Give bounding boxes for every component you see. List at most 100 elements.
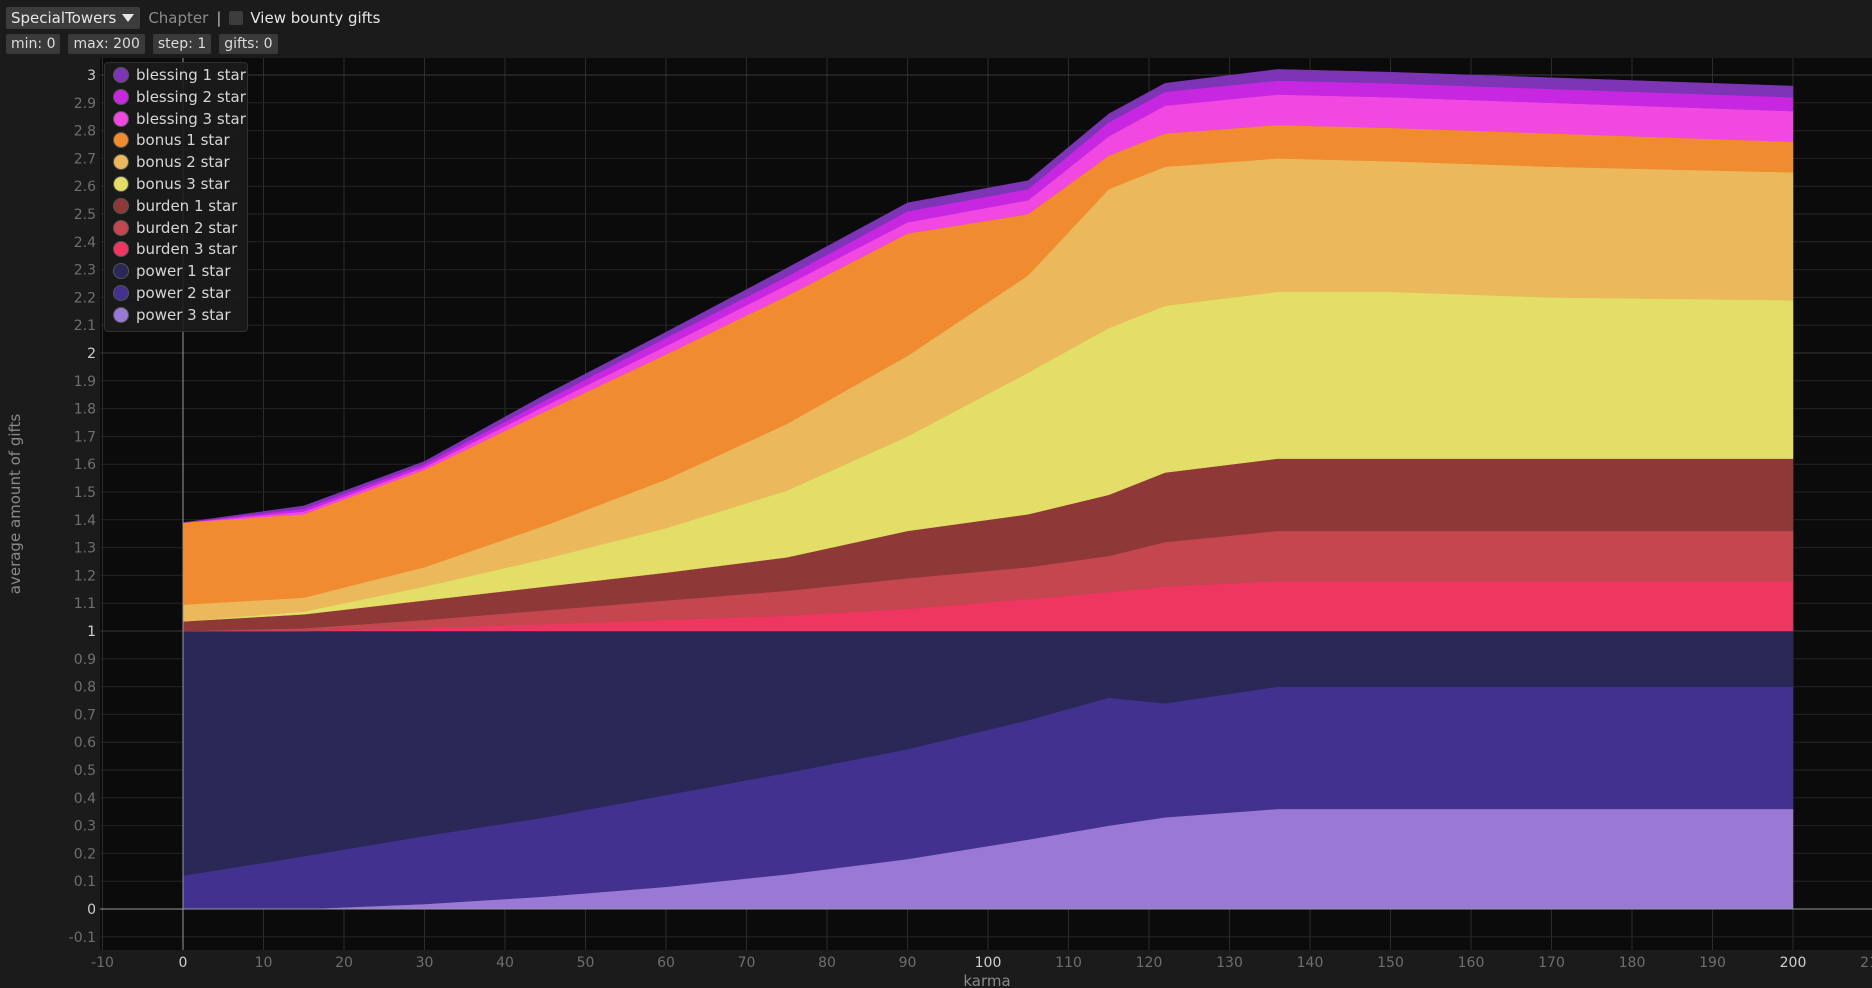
legend-item[interactable]: burden 2 star [113,218,237,238]
legend-item[interactable]: bonus 1 star [113,130,230,150]
x-tick-label: 50 [577,955,595,971]
legend-item[interactable]: power 2 star [113,283,231,303]
y-tick-label: 3 [87,68,96,84]
y-tick-label: 2.8 [74,124,96,140]
x-tick-label: 100 [975,955,1002,971]
x-tick-label: 110 [1055,955,1082,971]
y-axis-band [0,58,100,950]
x-tick-label: 130 [1216,955,1243,971]
y-axis-label: average amount of gifts [6,414,24,595]
max-badge: max: 200 [68,34,145,54]
x-tick-label: 30 [416,955,434,971]
y-tick-label: 2.4 [74,235,96,251]
toolbar-row: SpecialTowers Chapter | View bounty gift… [6,6,380,30]
x-tick-label: 90 [899,955,917,971]
legend-item[interactable]: blessing 2 star [113,87,246,107]
toolbar: SpecialTowers Chapter | View bounty gift… [0,0,1872,60]
stacked-area-chart[interactable]: -10 0 10 20 30 40 50 60 70 80 90 100 110 120 130 140 150… [0,58,1872,988]
y-tick-label: -0.1 [69,930,96,946]
y-tick-label: 1 [87,624,96,640]
chart-legend: blessing 1 star blessing 2 star blessing 3… [104,62,248,332]
legend-item[interactable]: bonus 2 star [113,152,230,172]
legend-swatch [113,241,129,258]
chevron-down-icon[interactable] [122,14,135,22]
legend-label: blessing 2 star [136,87,246,106]
legend-swatch [113,197,129,214]
x-tick-label: 200 [1780,955,1807,971]
legend-item[interactable]: bonus 3 star [113,174,230,194]
y-tick-label: 2.3 [74,263,96,279]
y-tick-label: 0.6 [74,735,96,751]
x-axis-label: karma [963,972,1010,988]
legend-swatch [113,110,129,127]
y-tick-label: 0.8 [74,680,96,696]
y-tick-label: 1.5 [74,485,96,501]
mode-select[interactable]: SpecialTowers [6,7,141,29]
x-tick-label: 0 [179,955,188,971]
legend-swatch [113,306,129,323]
legend-item[interactable]: blessing 1 star [113,65,246,85]
step-badge: step: 1 [152,34,212,54]
x-tick-labels: -10 0 10 20 30 40 50 60 70 80 90 100 110 120 130 140 150… [91,955,1872,971]
legend-swatch [113,285,129,301]
legend-swatch [113,176,129,192]
legend-label: power 3 star [136,305,231,324]
x-tick-label: 210 [1860,955,1872,971]
y-tick-label: 0.3 [74,819,96,835]
legend-label: bonus 1 star [136,131,230,150]
legend-item[interactable]: power 1 star [113,261,231,281]
legend-label: blessing 3 star [136,109,246,128]
x-tick-label: 160 [1458,955,1485,971]
legend-swatch [113,154,129,171]
x-tick-label: -10 [91,955,114,971]
y-tick-label: 2.5 [74,207,96,223]
y-tick-label: 2 [87,346,96,362]
y-tick-label: 1.8 [74,402,96,418]
legend-swatch [113,263,129,280]
legend-label: burden 1 star [136,196,238,215]
y-tick-label: 0.2 [74,846,96,862]
x-tick-label: 180 [1619,955,1646,971]
axes [0,58,1872,988]
legend-item[interactable]: blessing 3 star [113,109,246,129]
y-tick-label: 1.6 [74,457,96,473]
y-tick-label: 1.4 [74,513,96,529]
legend-item[interactable]: power 3 star [113,305,231,325]
mode-select-value: SpecialTowers [11,9,117,27]
x-axis-band [0,950,1872,988]
legend-swatch [113,88,129,105]
y-tick-label: 0 [87,902,96,918]
x-tick-label: 120 [1136,955,1163,971]
y-tick-label: 1.2 [74,568,96,584]
area-blessing-1-star [182,69,1794,523]
x-tick-label: 190 [1699,955,1726,971]
x-tick-label: 70 [738,955,756,971]
y-tick-label: 1.7 [74,429,96,445]
legend-label: power 1 star [136,262,231,281]
bounty-checkbox[interactable] [229,11,244,25]
bounty-toggle[interactable]: View bounty gifts [229,9,380,27]
y-tick-label: 2.6 [74,179,96,195]
legend-label: blessing 1 star [136,66,246,84]
gifts-badge: gifts: 0 [219,34,278,54]
legend-label: power 2 star [136,284,231,302]
y-tick-labels: -0.1 0 0.1 0.2 0.3 0.4 0.5 0.6 0.7 0.8 0.9 1 1.1 1.2 1… [69,68,96,946]
y-tick-label: 1.3 [74,541,96,557]
y-tick-label: 1.9 [74,374,96,390]
y-tick-label: 2.2 [74,290,96,306]
y-tick-label: 0.7 [74,707,96,723]
legend-label: bonus 3 star [136,175,230,193]
x-tick-label: 40 [496,955,514,971]
x-tick-label: 140 [1297,955,1324,971]
x-tick-label: 60 [657,955,675,971]
areas [182,69,1794,910]
legend-item[interactable]: burden 1 star [113,196,237,216]
legend-item[interactable]: burden 3 star [113,239,237,259]
toolbar-separator: | [216,9,222,27]
chapter-label[interactable]: Chapter [148,9,209,27]
y-tick-label: 2.9 [74,96,96,112]
x-tick-label: 150 [1377,955,1404,971]
legend-label: burden 2 star [136,218,238,237]
x-tick-label: 10 [255,955,273,971]
y-tick-label: 0.5 [74,763,96,779]
